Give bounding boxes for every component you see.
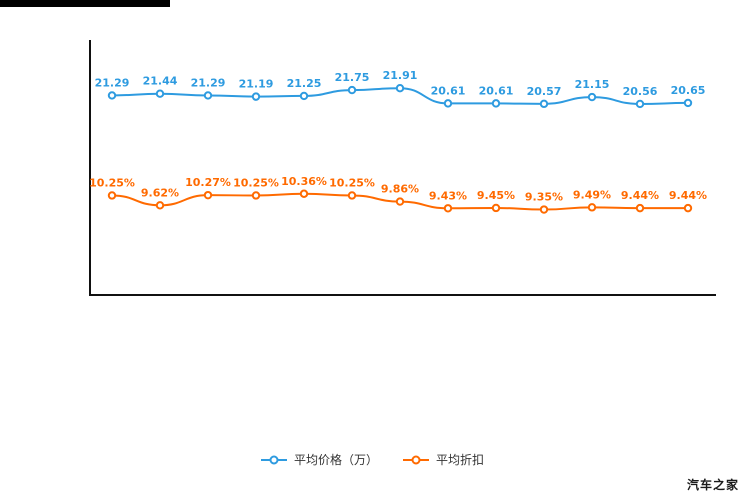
- line-series-icon-price: [260, 455, 287, 465]
- data-point[interactable]: [635, 99, 645, 109]
- data-label: 20.61: [431, 84, 466, 97]
- data-label: 10.25%: [233, 176, 279, 189]
- legend-label-avg-price: 平均价格（万）: [293, 453, 378, 467]
- data-point[interactable]: [347, 191, 357, 200]
- line-series-icon-discount: [403, 455, 429, 465]
- data-point[interactable]: [491, 203, 501, 213]
- data-point[interactable]: [155, 201, 165, 210]
- data-point[interactable]: [443, 204, 453, 213]
- data-label: 21.19: [239, 78, 274, 91]
- autohome-watermark: 汽车之家: [686, 478, 739, 492]
- data-point[interactable]: [299, 91, 309, 101]
- data-point[interactable]: [251, 191, 261, 200]
- data-point[interactable]: [683, 98, 693, 108]
- data-point[interactable]: [395, 84, 405, 93]
- data-label: 21.91: [383, 69, 418, 82]
- data-point[interactable]: [635, 203, 645, 213]
- data-label: 9.49%: [573, 188, 611, 201]
- data-label: 21.75: [335, 71, 370, 84]
- data-point[interactable]: [491, 99, 501, 108]
- data-label: 9.44%: [669, 189, 707, 202]
- data-label: 20.56: [623, 85, 658, 98]
- legend-label-avg-discount: 平均折扣: [436, 453, 485, 467]
- data-point[interactable]: [587, 203, 597, 212]
- data-point[interactable]: [539, 99, 549, 109]
- data-label: 20.57: [527, 85, 562, 98]
- data-label: 21.44: [143, 75, 178, 88]
- data-point[interactable]: [587, 92, 597, 102]
- data-label: 20.65: [671, 84, 706, 97]
- data-label: 21.29: [95, 76, 130, 89]
- top-bar-fragment: [0, 0, 170, 7]
- data-label: 9.62%: [141, 186, 179, 199]
- data-label: 10.27%: [185, 176, 231, 189]
- data-label: 21.25: [287, 77, 322, 90]
- legend-item-avg-discount[interactable]: 平均折扣: [402, 454, 484, 466]
- data-point[interactable]: [347, 85, 357, 95]
- data-point[interactable]: [299, 189, 309, 198]
- data-point[interactable]: [395, 197, 405, 206]
- data-point[interactable]: [155, 89, 165, 98]
- data-label: 9.35%: [525, 191, 563, 204]
- data-label: 10.36%: [281, 175, 327, 188]
- data-point[interactable]: [107, 91, 117, 100]
- data-label: 9.45%: [477, 189, 515, 202]
- data-point[interactable]: [443, 99, 453, 108]
- data-label: 21.29: [191, 76, 226, 89]
- data-label: 10.25%: [89, 176, 135, 189]
- data-point[interactable]: [203, 91, 213, 100]
- data-label: 21.15: [575, 78, 610, 91]
- legend-item-avg-price[interactable]: 平均价格（万）: [260, 454, 378, 466]
- data-point[interactable]: [683, 203, 693, 213]
- data-point[interactable]: [107, 191, 117, 200]
- data-label: 9.86%: [381, 183, 419, 196]
- data-point[interactable]: [251, 92, 261, 101]
- axis-lines: [89, 40, 716, 296]
- data-point[interactable]: [203, 190, 213, 200]
- data-label: 20.61: [479, 84, 514, 97]
- data-point[interactable]: [539, 205, 549, 214]
- data-label: 9.44%: [621, 189, 659, 202]
- chart-legend: 平均价格（万） 平均折扣: [0, 454, 744, 466]
- data-label: 10.25%: [329, 176, 375, 189]
- data-label: 9.43%: [429, 189, 467, 202]
